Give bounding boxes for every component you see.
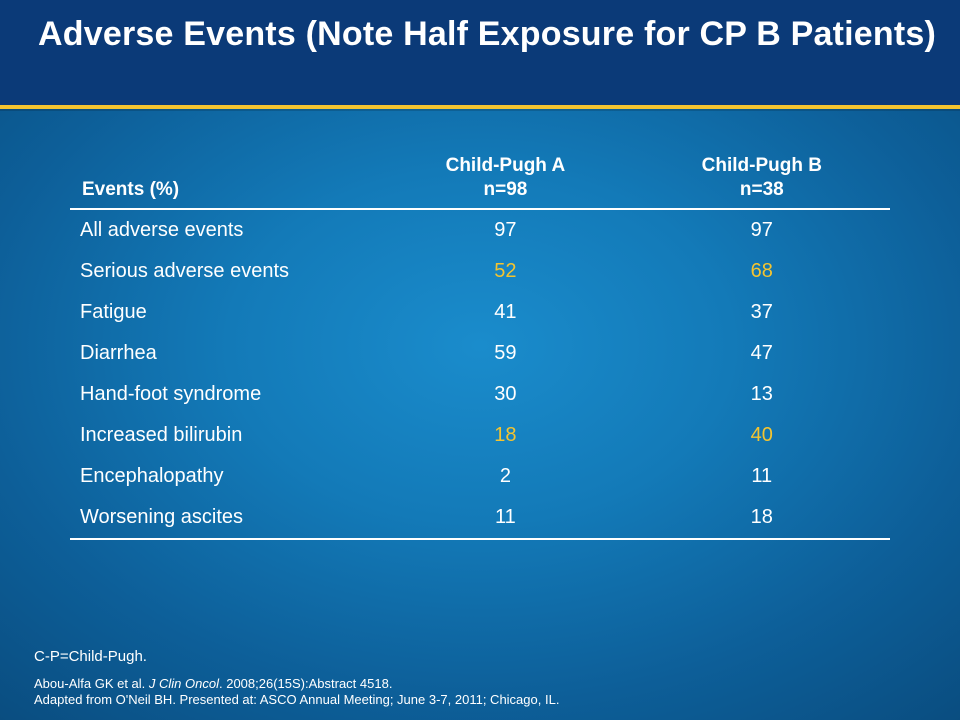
adverse-events-table: Events (%) Child-Pugh A n=98 Child-Pugh …	[70, 150, 890, 540]
child-pugh-b-cell: 18	[633, 497, 890, 540]
child-pugh-a-cell: 52	[494, 260, 517, 282]
child-pugh-b-cell: 97	[750, 219, 773, 241]
column-header-child-pugh-a-label: Child-Pugh A	[445, 155, 566, 176]
abbreviation-footnote: C-P=Child-Pugh.	[34, 648, 147, 665]
reference-1: Abou-Alfa GK et al. J Clin Oncol. 2008;2…	[34, 676, 559, 692]
column-header-child-pugh-b-label: Child-Pugh B	[701, 155, 822, 176]
event-cell: All adverse events	[80, 219, 244, 241]
table-row: Hand-foot syndrome 30 13	[70, 374, 890, 415]
reference-2: Adapted from O'Neil BH. Presented at: AS…	[34, 692, 560, 707]
event-cell: Encephalopathy	[80, 465, 224, 487]
child-pugh-b-cell: 13	[750, 383, 773, 405]
slide-title: Adverse Events (Note Half Exposure for C…	[38, 15, 936, 53]
table-row: Fatigue 41 37	[70, 292, 890, 333]
column-header-child-pugh-a-n: n=98	[483, 179, 528, 200]
column-header-events-label: Events (%)	[82, 179, 180, 200]
child-pugh-b-cell: 11	[751, 465, 773, 487]
table-body: All adverse events 97 97 Serious adverse ev…	[70, 209, 890, 540]
event-cell: Increased bilirubin	[80, 424, 243, 446]
table-row: Worsening ascites 11 18	[70, 497, 890, 540]
child-pugh-a-cell: 41	[494, 301, 517, 323]
child-pugh-a-cell: 30	[494, 383, 517, 405]
references: Abou-Alfa GK et al. J Clin Oncol. 2008;2…	[34, 676, 559, 708]
column-header-child-pugh-a: Child-Pugh A n=98	[377, 150, 634, 210]
child-pugh-a-cell: 59	[494, 342, 517, 364]
column-header-child-pugh-b: Child-Pugh B n=38	[633, 150, 890, 210]
child-pugh-b-cell: 47	[750, 342, 773, 364]
title-bar: Adverse Events (Note Half Exposure for C…	[0, 0, 960, 105]
table-row: Diarrhea 59 47	[70, 333, 890, 374]
child-pugh-a-cell: 2	[499, 465, 511, 487]
column-header-events: Events (%)	[70, 150, 378, 210]
column-header-child-pugh-b-n: n=38	[739, 179, 784, 200]
child-pugh-b-cell: 40	[750, 424, 773, 446]
event-cell: Serious adverse events	[80, 260, 290, 282]
reference-1-authors: Abou-Alfa GK et al.	[34, 676, 149, 691]
child-pugh-b-cell: 37	[750, 301, 773, 323]
table-header-row: Events (%) Child-Pugh A n=98 Child-Pugh …	[70, 150, 890, 210]
event-cell: Fatigue	[80, 301, 147, 323]
table-row: All adverse events 97 97	[70, 209, 890, 251]
event-cell: Diarrhea	[80, 342, 157, 364]
table-row: Increased bilirubin 18 40	[70, 415, 890, 456]
event-cell: Worsening ascites	[70, 497, 378, 540]
accent-rule-shadow	[0, 109, 960, 111]
reference-1-details: . 2008;26(15S):Abstract 4518.	[218, 676, 393, 691]
table-row: Serious adverse events 52 68	[70, 251, 890, 292]
child-pugh-a-cell: 11	[377, 497, 634, 540]
reference-1-journal: J Clin Oncol	[148, 676, 219, 691]
table-row: Encephalopathy 2 11	[70, 456, 890, 497]
event-cell: Hand-foot syndrome	[80, 383, 262, 405]
child-pugh-a-cell: 18	[494, 424, 517, 446]
accent-rule	[0, 105, 960, 109]
child-pugh-b-cell: 68	[750, 260, 773, 282]
child-pugh-a-cell: 97	[494, 219, 517, 241]
